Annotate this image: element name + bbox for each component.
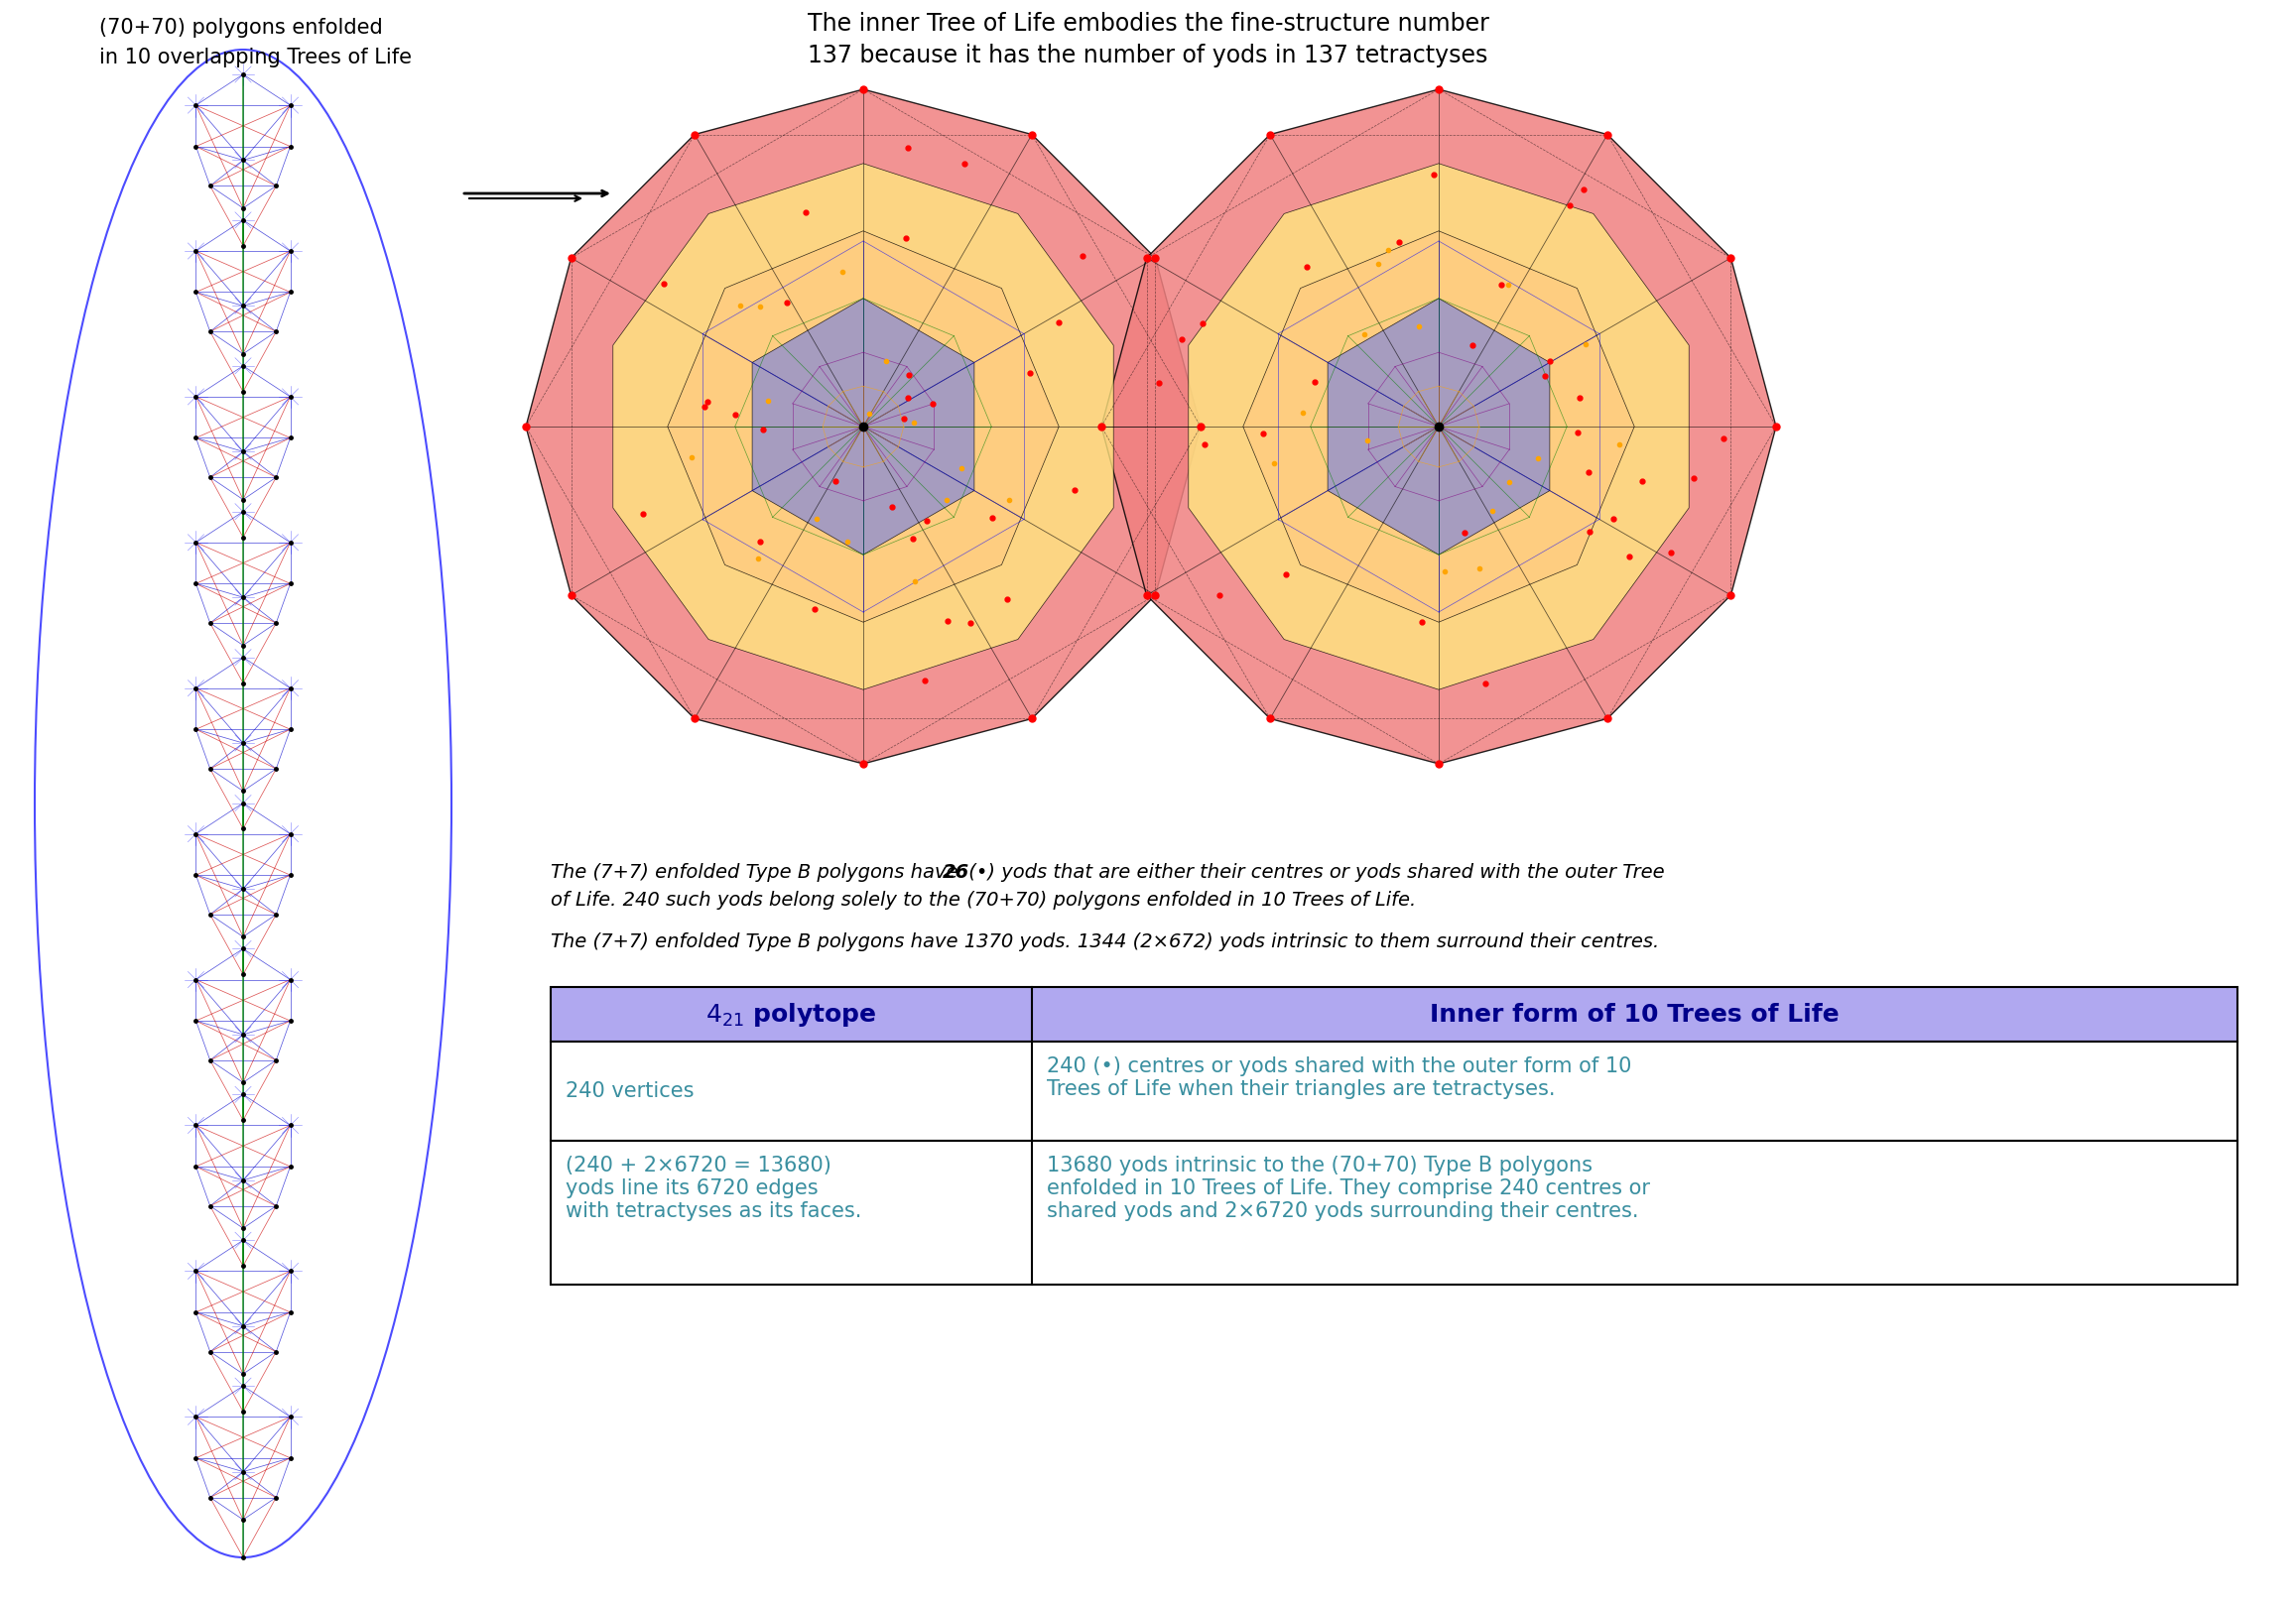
Text: in 10 overlapping Trees of Life: in 10 overlapping Trees of Life	[99, 48, 411, 67]
Text: 26: 26	[944, 862, 969, 882]
Text: (•) yods that are either their centres or yods shared with the outer Tree: (•) yods that are either their centres o…	[962, 862, 1665, 882]
Polygon shape	[1102, 90, 1777, 764]
Polygon shape	[668, 231, 1058, 622]
Polygon shape	[1327, 299, 1550, 554]
Polygon shape	[1189, 164, 1690, 689]
Bar	[551, 1042, 2239, 1140]
Polygon shape	[613, 164, 1114, 689]
Text: Inner form of 10 Trees of Life: Inner form of 10 Trees of Life	[1430, 1002, 1839, 1026]
Polygon shape	[1242, 231, 1635, 622]
Text: The (7+7) enfolded Type B polygons have 1370 yods. 1344 (2×672) yods intrinsic t: The (7+7) enfolded Type B polygons have …	[551, 933, 1660, 951]
Text: of Life. 240 such yods belong solely to the (70+70) polygons enfolded in 10 Tree: of Life. 240 such yods belong solely to …	[551, 891, 1417, 909]
Text: The (7+7) enfolded Type B polygons have: The (7+7) enfolded Type B polygons have	[551, 862, 964, 882]
Bar	[551, 1140, 2239, 1285]
Text: 137 because it has the number of yods in 137 tetractyses: 137 because it has the number of yods in…	[808, 43, 1488, 67]
Text: (70+70) polygons enfolded: (70+70) polygons enfolded	[99, 18, 383, 37]
Polygon shape	[526, 90, 1201, 764]
Text: 240 vertices: 240 vertices	[565, 1081, 693, 1102]
Text: $4_{21}$ polytope: $4_{21}$ polytope	[705, 1001, 877, 1028]
Text: The inner Tree of Life embodies the fine-structure number: The inner Tree of Life embodies the fine…	[808, 11, 1488, 35]
Polygon shape	[753, 299, 974, 554]
Text: (240 + 2×6720 = 13680)
yods line its 6720 edges
with tetractyses as its faces.: (240 + 2×6720 = 13680) yods line its 672…	[565, 1156, 861, 1222]
Text: 13680 yods intrinsic to the (70+70) Type B polygons
enfolded in 10 Trees of Life: 13680 yods intrinsic to the (70+70) Type…	[1047, 1156, 1651, 1222]
Bar	[551, 988, 2239, 1042]
Text: 240 (•) centres or yods shared with the outer form of 10
Trees of Life when thei: 240 (•) centres or yods shared with the …	[1047, 1057, 1632, 1099]
